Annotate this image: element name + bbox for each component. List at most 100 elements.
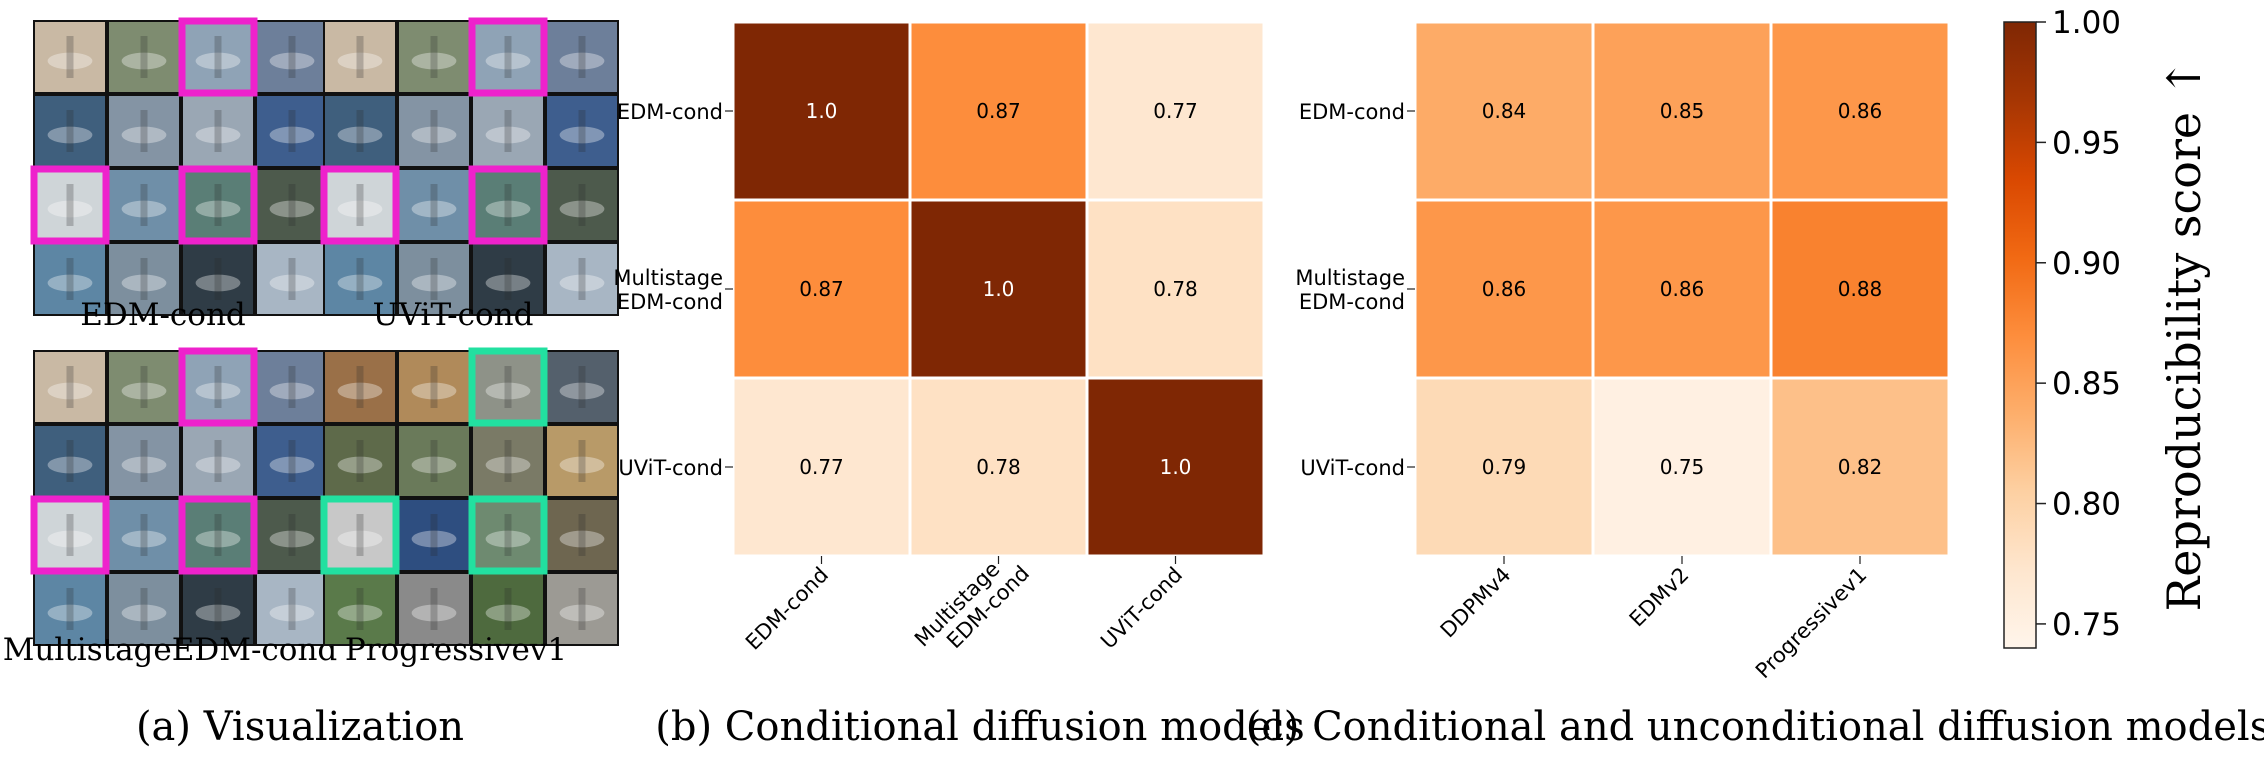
- image-tile-content: [269, 126, 315, 144]
- col-label: Progressivev1: [1751, 563, 1872, 684]
- image-tile: [183, 426, 253, 496]
- image-tile-content: [356, 36, 364, 78]
- image-tile-content: [47, 200, 93, 218]
- image-tile-content: [411, 456, 457, 474]
- image-tile-content: [288, 184, 296, 226]
- image-tile-content: [430, 514, 438, 556]
- image-tile-content: [559, 530, 605, 548]
- image-tile: [399, 500, 469, 570]
- image-tile-content: [195, 456, 241, 474]
- image-tile-content: [269, 200, 315, 218]
- image-tile: [257, 500, 327, 570]
- image-tile: [109, 574, 179, 644]
- heatmap-cell-label: 0.85: [1660, 99, 1705, 123]
- row-label: EDM-cond: [617, 100, 723, 124]
- image-tile: [325, 244, 395, 314]
- image-tile-content: [504, 514, 512, 556]
- row-label-line: EDM-cond: [617, 290, 723, 314]
- image-tile-content: [214, 258, 222, 300]
- image-tile-content: [66, 110, 74, 152]
- image-tile-content: [337, 456, 383, 474]
- heatmap-cell: [731, 20, 912, 202]
- image-tile-content: [66, 514, 74, 556]
- image-tile: [109, 500, 179, 570]
- image-tile-content: [411, 382, 457, 400]
- image-tile: [473, 244, 543, 314]
- image-tile-content: [430, 440, 438, 482]
- image-tile-content: [47, 274, 93, 292]
- image-tile-content: [47, 52, 93, 70]
- image-tile-content: [356, 514, 364, 556]
- image-tile-content: [578, 366, 586, 408]
- image-tile-content: [195, 382, 241, 400]
- image-tile-content: [504, 440, 512, 482]
- heatmap-cell: [1591, 20, 1773, 202]
- image-tile: [183, 574, 253, 644]
- image-grid-label: Progressivev1: [345, 632, 567, 668]
- heatmap-cell-label: 1.0: [1160, 455, 1192, 479]
- image-tile: [183, 170, 253, 240]
- image-tile-content: [269, 456, 315, 474]
- image-tile-content: [214, 440, 222, 482]
- heatmap-cell-label: 0.84: [1482, 99, 1527, 123]
- image-tile-content: [485, 530, 531, 548]
- image-tile-content: [47, 382, 93, 400]
- image-tile-content: [559, 52, 605, 70]
- highlight-box: [468, 165, 548, 245]
- colorbar-label: Reproducibility score ↑: [2157, 59, 2211, 612]
- colorbar-ticks: 1.00 0.95 0.90 0.85 0.80 0.75: [2036, 5, 2121, 643]
- image-tile-content: [140, 110, 148, 152]
- image-tile: [547, 352, 617, 422]
- image-tile: [547, 426, 617, 496]
- image-tile-content: [121, 604, 167, 622]
- image-tile-content: [214, 588, 222, 630]
- image-tile: [35, 352, 105, 422]
- image-tile-content: [288, 588, 296, 630]
- row-label-line: Multistage: [1295, 266, 1405, 290]
- image-tile-content: [121, 382, 167, 400]
- image-tile-content: [411, 52, 457, 70]
- image-tile: [399, 352, 469, 422]
- heatmap-cell: [908, 198, 1089, 380]
- colorbar-tick-label: 0.95: [2052, 125, 2121, 161]
- image-tile-content: [269, 274, 315, 292]
- image-tile: [257, 96, 327, 166]
- row-label: Multistage EDM-cond: [613, 266, 723, 314]
- highlight-box: [468, 347, 548, 427]
- image-tile-content: [559, 456, 605, 474]
- image-tile-content: [504, 110, 512, 152]
- colorbar: 1.00 0.95 0.90 0.85 0.80 0.75 Reproducibility…: [2003, 5, 2211, 649]
- image-tile: [183, 22, 253, 92]
- image-tile: [325, 500, 395, 570]
- image-tile: [399, 96, 469, 166]
- image-tile-content: [140, 588, 148, 630]
- image-tile-content: [411, 530, 457, 548]
- image-tile-content: [485, 52, 531, 70]
- highlight-box: [468, 495, 548, 575]
- image-tile-content: [140, 258, 148, 300]
- image-tile-content: [356, 366, 364, 408]
- image-tile-content: [337, 530, 383, 548]
- image-tile: [109, 352, 179, 422]
- caption-b: (b) Conditional diffusion models: [655, 704, 1305, 750]
- image-tile-content: [430, 366, 438, 408]
- image-grid: UViT-cond: [320, 17, 619, 333]
- image-grid: MultistageEDM-cond: [3, 347, 337, 668]
- heatmap-cell-label: 0.78: [1153, 277, 1198, 301]
- image-tile-content: [140, 184, 148, 226]
- image-tile: [183, 96, 253, 166]
- heatmap-cell-label: 0.75: [1660, 455, 1705, 479]
- image-tile-content: [356, 440, 364, 482]
- image-tile: [35, 500, 105, 570]
- image-tile: [109, 426, 179, 496]
- image-tile: [325, 352, 395, 422]
- image-tile-content: [430, 110, 438, 152]
- col-label: DDPMv4: [1436, 563, 1516, 643]
- image-tile-content: [578, 184, 586, 226]
- heatmap-cell: [1085, 20, 1266, 202]
- image-tile-content: [356, 184, 364, 226]
- image-tile-content: [121, 200, 167, 218]
- highlight-box: [178, 165, 258, 245]
- heatmap-cell: [1769, 376, 1951, 558]
- heatmap-cell-label: 0.78: [976, 455, 1021, 479]
